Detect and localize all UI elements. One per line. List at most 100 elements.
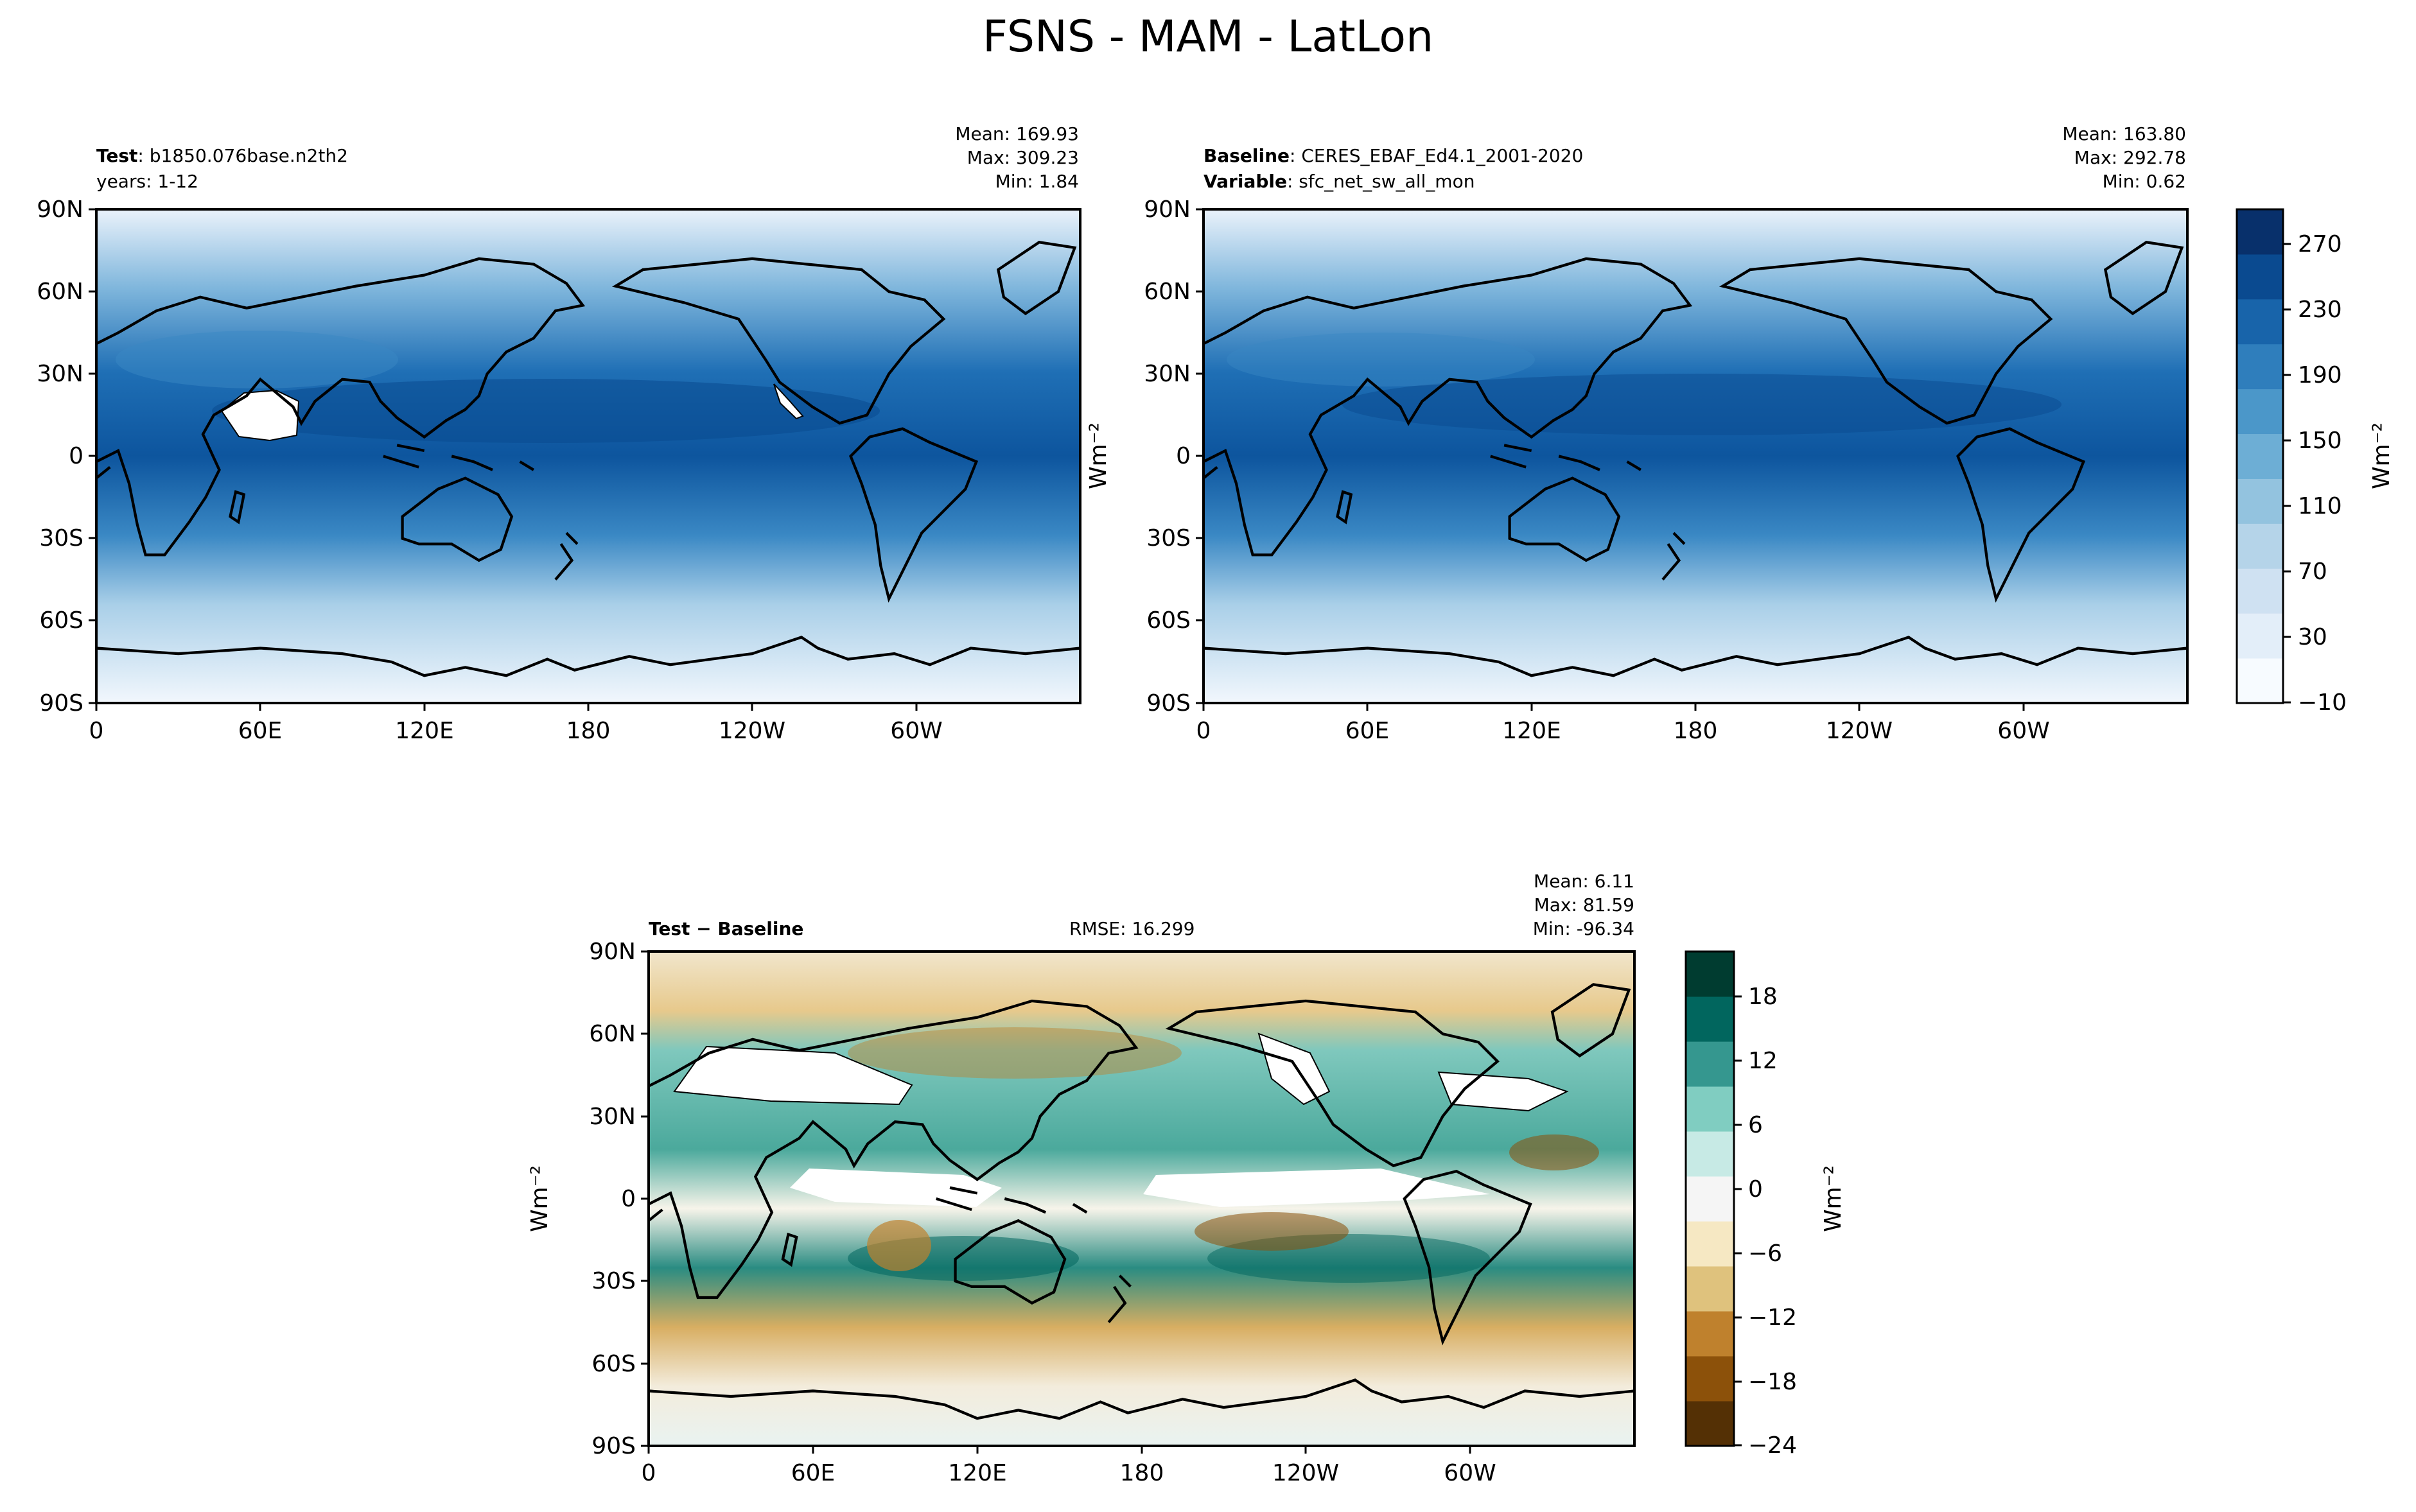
baseline-panel: Baseline: CERES_EBAF_Ed4.1_2001-2020 Var… [1144,123,2189,744]
colorbar-tick-label: −24 [1748,1432,1797,1459]
lat-tick-label: 30N [1144,361,1191,387]
lon-tick-label: 0 [1196,718,1211,744]
colorbar-step [2237,523,2283,569]
colorbar-step [1686,1176,1734,1222]
diff-field-patch [848,1027,1182,1079]
colorbar-step [1686,1401,1734,1447]
colorbar-tick-label: 6 [1748,1112,1763,1138]
colorbar-step [1686,1086,1734,1132]
test-mean: Mean: 169.93 [955,123,1079,144]
colorbar-step [2237,209,2283,255]
colorbar-step [1686,996,1734,1042]
main-colorbar-steps [2237,209,2283,704]
baseline-variable: Variable: sfc_net_sw_all_mon [1204,171,1475,192]
diff-colorbar-unit: Wm⁻² [1820,1165,1846,1232]
baseline-map-field [1204,209,2187,703]
lat-tick-label: 60N [37,279,83,305]
diff-field-patch [867,1220,931,1271]
lat-tick-label: 0 [69,443,83,469]
test-field-band [212,379,880,443]
colorbar-step [1686,1131,1734,1177]
diff-field-patch [1509,1134,1599,1170]
colorbar-tick-label: −10 [2298,690,2347,716]
diff-field-patch [1195,1212,1349,1251]
colorbar-tick-label: −18 [1748,1369,1797,1395]
lat-tick-label: 90S [591,1433,636,1459]
lon-tick-label: 60W [890,718,942,744]
colorbar-tick-label: 70 [2298,559,2327,585]
colorbar-tick-label: 270 [2298,231,2342,257]
colorbar-step [2237,658,2283,704]
lon-tick-label: 180 [566,718,611,744]
lat-tick-label: 60N [589,1021,636,1047]
test-max: Max: 309.23 [967,147,1079,168]
colorbar-step [2237,478,2283,524]
baseline-label: Baseline: CERES_EBAF_Ed4.1_2001-2020 [1204,145,1583,166]
lat-tick-label: 90S [1146,690,1191,717]
colorbar-tick-label: 110 [2298,493,2342,519]
baseline-field-band [1342,374,2061,435]
main-colorbar-unit: Wm⁻² [2368,422,2395,489]
diff-min: Min: -96.34 [1533,918,1634,939]
lat-tick-label: 90S [39,690,83,717]
colorbar-tick-label: 0 [1748,1176,1763,1203]
diff-label: Test − Baseline [649,918,803,939]
test-field-band [116,331,398,388]
diff-colorbar: 18 12 6 0 −6 −12 −18 −24 Wm⁻² [1685,950,1846,1459]
lat-tick-label: 60S [39,607,83,634]
diff-missing-region [1437,1071,1569,1112]
diff-missing-region [673,1045,913,1106]
lat-tick-label: 30S [1146,525,1191,552]
baseline-min: Min: 0.62 [2103,171,2186,192]
colorbar-step [2237,343,2283,390]
test-missing-region [773,383,804,420]
lon-tick-label: 60W [1444,1460,1496,1486]
diff-lat-ticks: 90N 60N 30N 0 30S 60S 90S [589,939,649,1459]
colorbar-tick-label: 18 [1748,984,1778,1010]
test-map-field [96,209,1080,703]
diff-colorbar-steps [1686,952,1734,1447]
diff-map-field [649,952,1634,1446]
diff-colorbar-ticks: 18 12 6 0 −6 −12 −18 −24 [1734,984,1797,1459]
lon-tick-label: 60E [1345,718,1390,744]
test-label: Test: b1850.076base.n2th2 [96,145,348,166]
test-min: Min: 1.84 [995,171,1079,192]
lat-tick-label: 90N [37,196,83,223]
colorbar-step [2237,299,2283,345]
diff-missing-region [790,1169,1002,1207]
figure-title: FSNS - MAM - LatLon [983,12,1433,62]
diff-panel: Test − Baseline RMSE: 16.299 Mean: 6.11 … [589,871,1636,1486]
lon-tick-label: 0 [89,718,104,744]
lat-tick-label: 30N [589,1104,636,1130]
test-lat-ticks: 90N 60N 30N 0 30S 60S 90S [37,196,96,717]
lon-tick-label: 120W [1826,718,1893,744]
lon-tick-label: 120W [1272,1460,1339,1486]
colorbar-tick-label: −6 [1748,1240,1782,1267]
colorbar-step [2237,433,2283,479]
lon-tick-label: 120W [719,718,785,744]
test-panel: Test: b1850.076base.n2th2 years: 1-12 Me… [37,123,1081,744]
baseline-lon-ticks: 0 60E 120E 180 120W 60W [1196,703,2050,744]
colorbar-step [2237,568,2283,614]
main-colorbar: 270 230 190 150 110 70 30 −10 Wm⁻² [2236,208,2395,716]
lon-tick-label: 0 [642,1460,656,1486]
colorbar-tick-label: 190 [2298,362,2342,388]
baseline-field-band [1227,333,1535,387]
baseline-mean: Mean: 163.80 [2062,123,2186,144]
main-colorbar-frame [2236,208,2284,704]
lon-tick-label: 120E [948,1460,1006,1486]
colorbar-step [1686,952,1734,997]
colorbar-tick-label: 12 [1748,1048,1778,1074]
main-colorbar-ticks: 270 230 190 150 110 70 30 −10 [2283,231,2347,716]
colorbar-step [1686,1266,1734,1312]
colorbar-tick-label: 150 [2298,428,2342,454]
diff-colorbar-frame [1685,950,1735,1447]
baseline-lat-ticks: 90N 60N 30N 0 30S 60S 90S [1144,196,1204,717]
lon-tick-label: 180 [1120,1460,1164,1486]
lat-tick-label: 60S [1146,607,1191,634]
colorbar-step [1686,1311,1734,1357]
lat-tick-label: 30S [591,1268,636,1294]
top-left-unit-label: Wm⁻² [1085,422,1112,489]
baseline-max: Max: 292.78 [2074,147,2186,168]
